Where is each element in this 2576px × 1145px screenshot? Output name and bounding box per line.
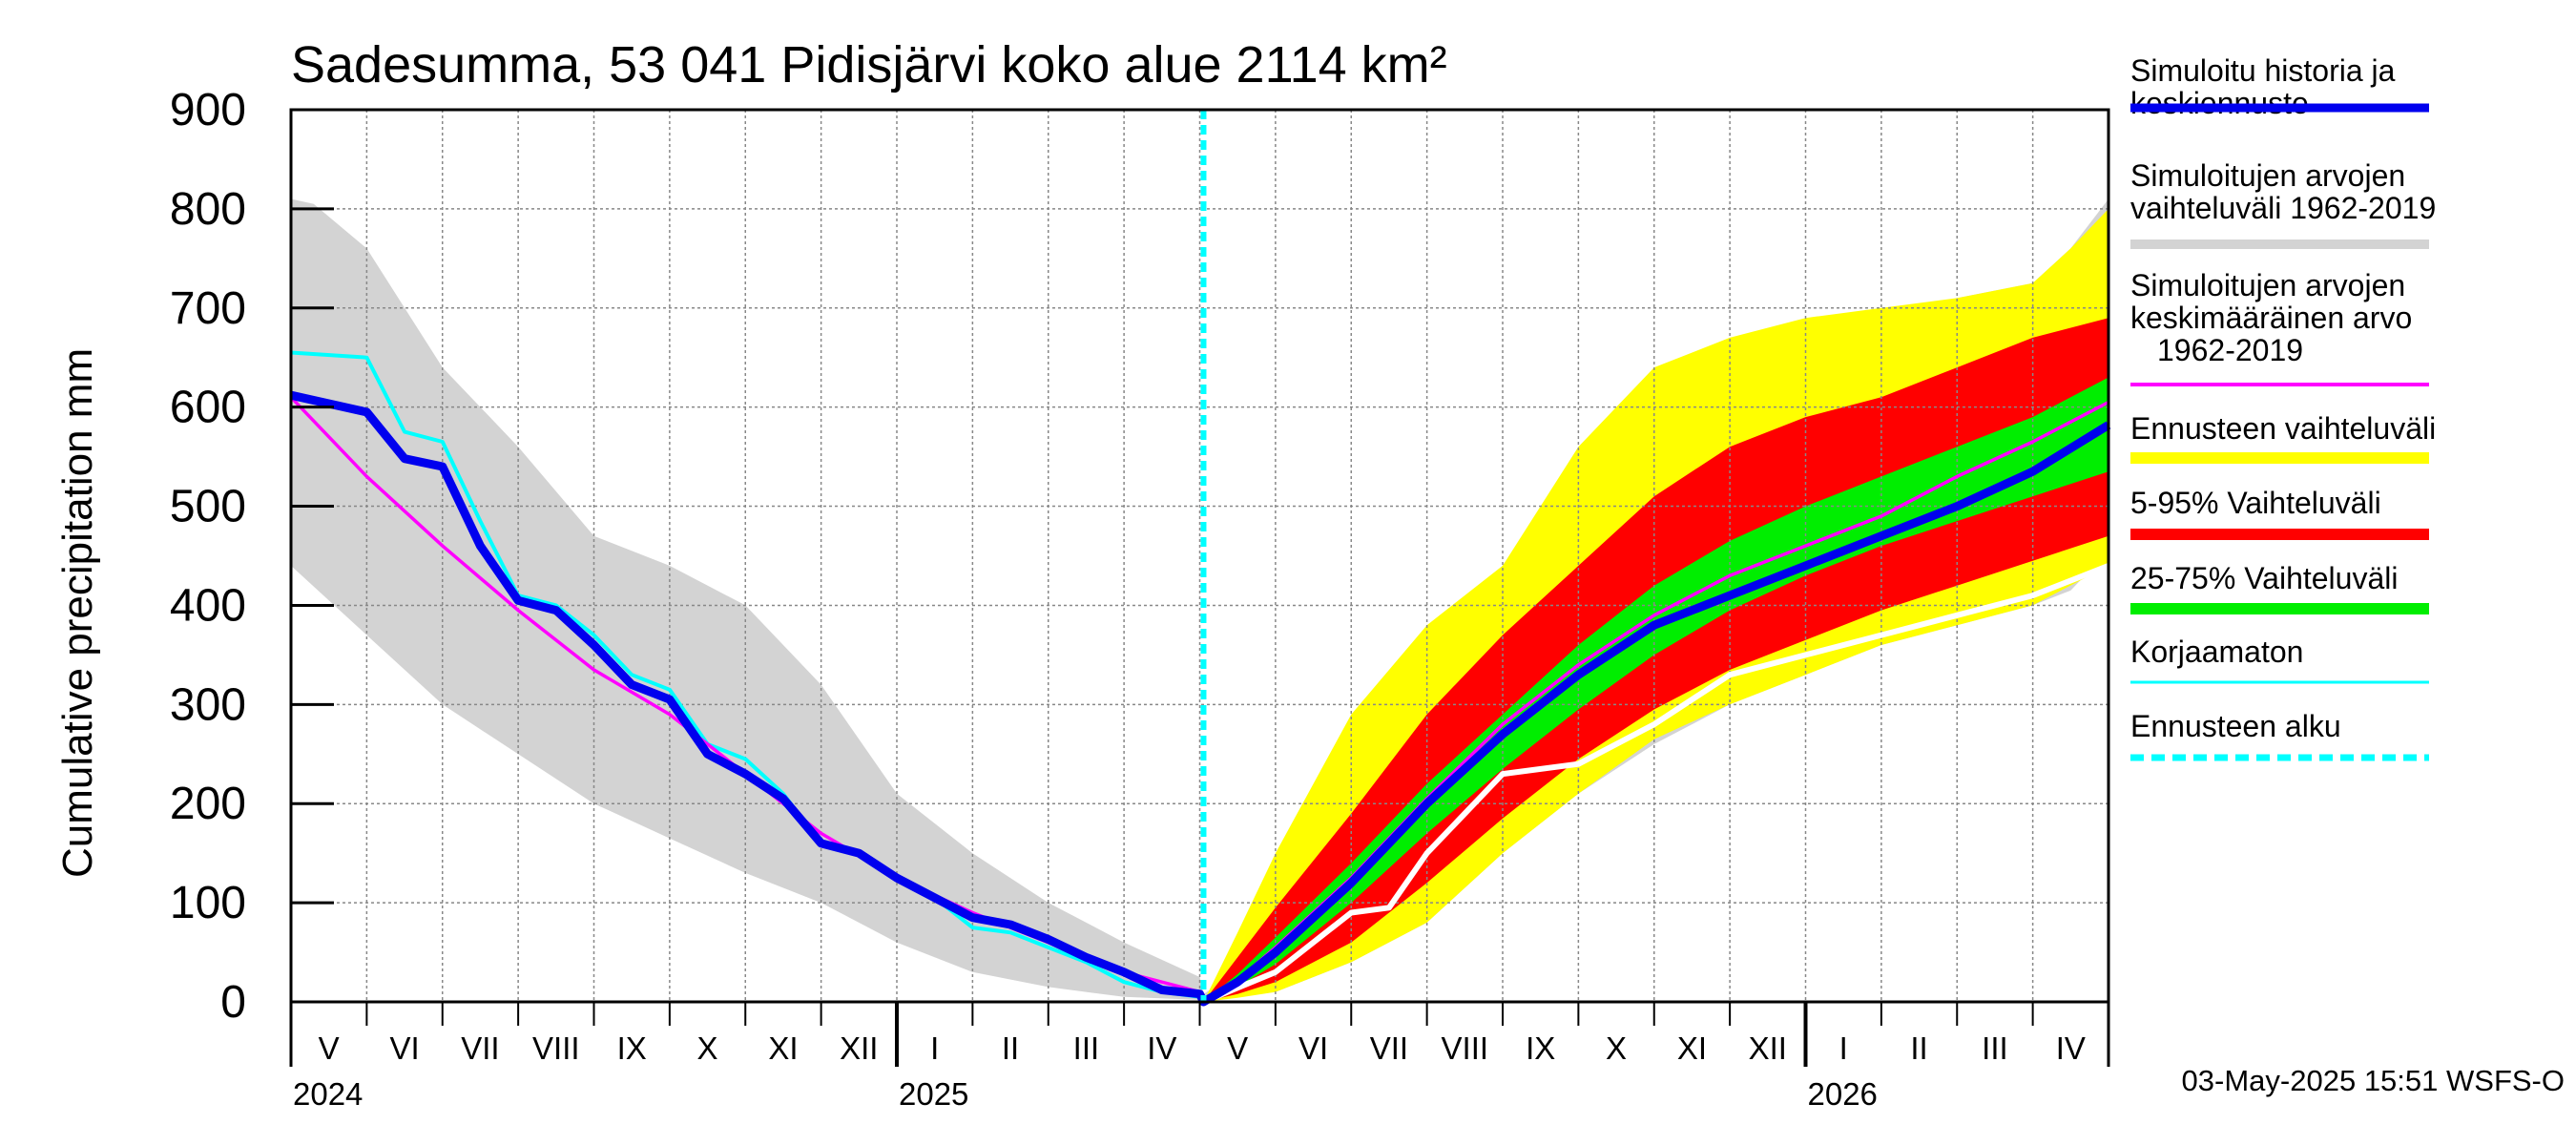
x-month-label: X [697, 1030, 718, 1066]
x-month-label: I [930, 1030, 939, 1066]
y-tick-label: 700 [170, 283, 246, 334]
y-tick-label: 300 [170, 679, 246, 730]
x-month-label: XI [1677, 1030, 1707, 1066]
x-month-label: V [1227, 1030, 1248, 1066]
x-month-label: VI [389, 1030, 419, 1066]
historical-lower-line [1202, 563, 2110, 1005]
x-month-label: II [1910, 1030, 1927, 1066]
y-axis-label: Cumulative precipitation mm [54, 348, 101, 878]
x-month-label: X [1606, 1030, 1627, 1066]
y-tick-label: 100 [170, 878, 246, 928]
legend-label: keskimääräinen arvo [2130, 301, 2412, 335]
y-tick-label: 400 [170, 580, 246, 631]
x-month-label: IV [2056, 1030, 2086, 1066]
x-month-label: IX [617, 1030, 647, 1066]
legend-label: Ennusteen alku [2130, 709, 2341, 743]
legend-label: Simuloitujen arvojen [2130, 158, 2405, 193]
y-tick-label: 600 [170, 383, 246, 433]
chart-title: Sadesumma, 53 041 Pidisjärvi koko alue 2… [291, 36, 1447, 94]
footer-timestamp: 03-May-2025 15:51 WSFS-O [2182, 1064, 2565, 1097]
x-month-label: VIII [1442, 1030, 1489, 1066]
x-month-label: II [1002, 1030, 1019, 1066]
x-month-label: IX [1526, 1030, 1555, 1066]
y-tick-label: 800 [170, 184, 246, 235]
x-year-label: 2026 [1808, 1076, 1878, 1112]
x-month-label: XI [768, 1030, 798, 1066]
x-year-label: 2025 [899, 1076, 968, 1112]
x-month-label: VII [1370, 1030, 1408, 1066]
x-month-label: VI [1298, 1030, 1328, 1066]
x-month-label: I [1839, 1030, 1848, 1066]
y-tick-label: 900 [170, 85, 246, 135]
x-month-label: XII [840, 1030, 878, 1066]
simulated-mean-line [290, 390, 2111, 1007]
y-tick-label: 0 [220, 977, 246, 1028]
x-month-label: III [1073, 1030, 1100, 1066]
legend-label: 25-75% Vaihteluväli [2130, 561, 2398, 595]
legend-label: 5-95% Vaihteluväli [2130, 486, 2381, 520]
legend-label: 1962-2019 [2157, 333, 2303, 367]
x-month-label: VIII [532, 1030, 580, 1066]
plot-area [289, 109, 2111, 1007]
legend-label: Ennusteen vaihteluväli [2130, 411, 2436, 446]
x-month-label: V [319, 1030, 340, 1066]
legend-label: Simuloitu historia ja [2130, 53, 2396, 88]
x-month-label: XII [1749, 1030, 1787, 1066]
y-tick-label: 200 [170, 779, 246, 829]
legend-label: vaihteluväli 1962-2019 [2130, 191, 2436, 225]
legend-label: Korjaamaton [2130, 635, 2303, 669]
x-month-label: IV [1147, 1030, 1176, 1066]
uncorrected-line [290, 350, 1200, 999]
x-year-label: 2024 [293, 1076, 363, 1112]
legend-label: Simuloitujen arvojen [2130, 268, 2405, 302]
x-month-label: III [1982, 1030, 2008, 1066]
x-month-label: VII [461, 1030, 499, 1066]
legend-label: keskiennuste [2130, 86, 2309, 120]
y-tick-label: 500 [170, 482, 246, 532]
